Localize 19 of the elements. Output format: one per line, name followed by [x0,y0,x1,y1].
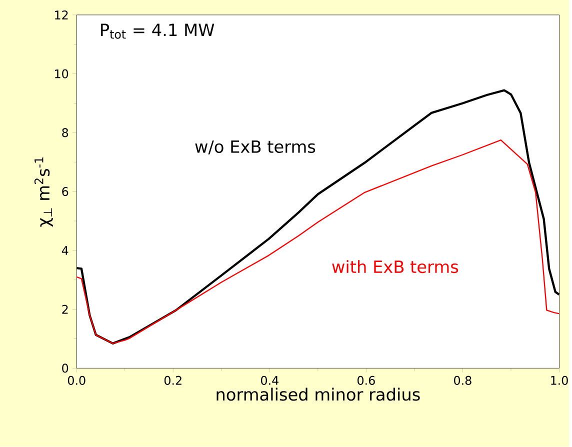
y-tick-label: 8 [62,128,68,138]
text: w/o ExB terms [195,140,316,154]
annotation: P$_{tot}$ = 4.1 MW [101,24,214,39]
y-tick-label: 2 [62,304,68,314]
x-tick-label: 0.0 [68,376,86,386]
y-tick-label: 4 [62,246,68,255]
x-tick-label: 1.0 [551,376,568,386]
x-tick-label: 0.4 [260,376,278,386]
x-tick-label: 0.8 [454,376,472,386]
y-tick-label: 10 [55,69,68,78]
line-series [76,140,560,344]
y-tick-label: 12 [55,10,68,20]
y-tick-label: 6 [62,187,68,196]
text: with ExB terms [332,260,458,274]
x-tick-label: 0.6 [358,376,375,386]
y-tick-label: 0 [62,364,68,373]
x-tick-label: 0.2 [164,376,182,386]
x-axis-title: normalised minor radius [216,388,420,401]
y-axis-title: χ$_{⊥}$ m$^{2}$s$^{-1}$ [34,158,53,227]
